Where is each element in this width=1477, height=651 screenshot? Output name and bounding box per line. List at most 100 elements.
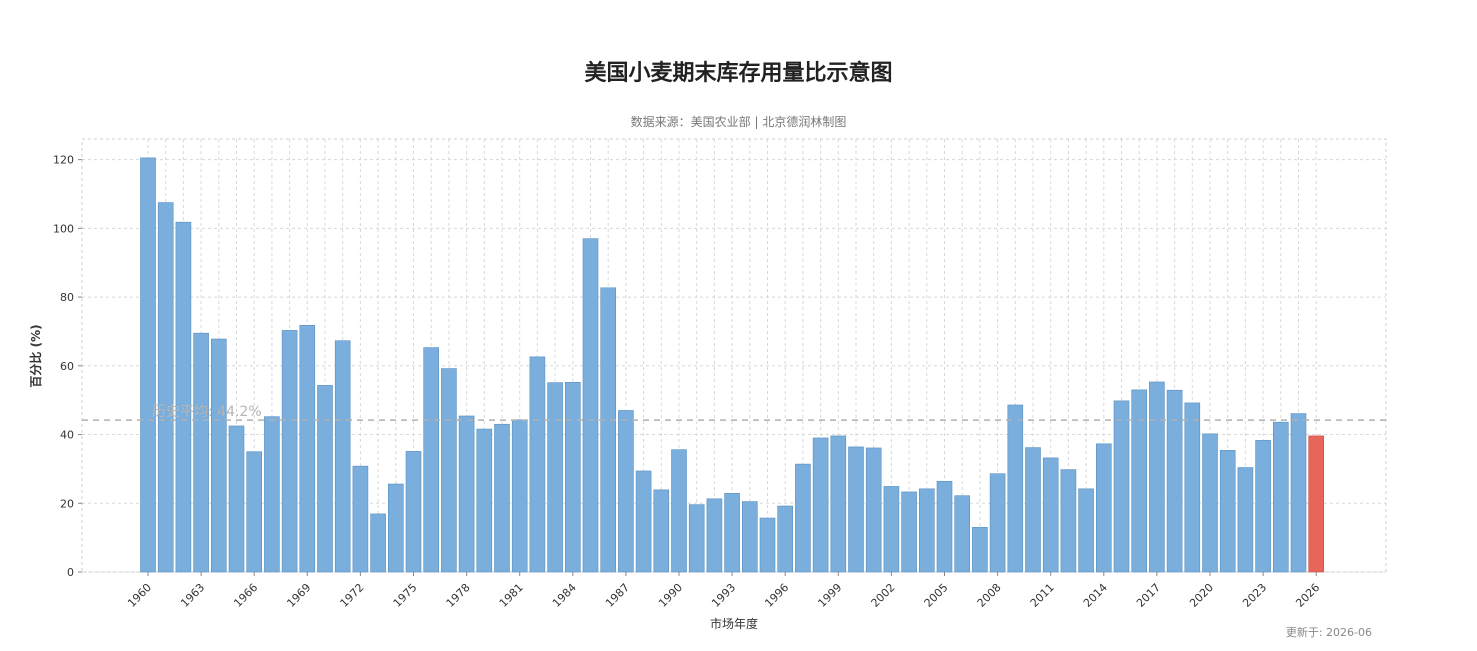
bar-2001 — [865, 447, 882, 573]
x-tick-label: 2026 — [1293, 581, 1322, 610]
bar-1985 — [582, 238, 599, 573]
x-tick-label: 2017 — [1134, 581, 1163, 610]
x-tick-label: 2014 — [1081, 581, 1110, 610]
x-tick-label: 1984 — [550, 581, 579, 610]
x-tick-label: 1966 — [231, 581, 260, 610]
bar-1968 — [281, 330, 298, 573]
bar-1967 — [264, 416, 280, 573]
y-tick-label: 60 — [60, 360, 74, 373]
bar-1990 — [671, 449, 687, 573]
x-tick-label: 1975 — [391, 581, 420, 610]
average-label: 历史平均: 44.2% — [152, 404, 262, 420]
bar-2008 — [989, 473, 1006, 573]
x-tick-label: 2023 — [1240, 581, 1269, 610]
bar-2014 — [1096, 443, 1112, 573]
bar-2022 — [1237, 467, 1254, 573]
update-note: 更新于: 2026-06 — [1285, 626, 1372, 639]
x-tick-label: 1990 — [656, 581, 685, 610]
bar-1960 — [140, 157, 156, 573]
bar-1970 — [317, 385, 333, 573]
bar-1963 — [193, 332, 209, 573]
x-tick-label: 1960 — [125, 581, 154, 610]
y-tick-label: 20 — [60, 497, 74, 510]
bar-1964 — [211, 338, 227, 573]
bar-1987 — [618, 410, 634, 573]
x-tick-label: 2005 — [922, 581, 951, 610]
bar-1995 — [759, 517, 776, 573]
bar-1997 — [795, 463, 811, 573]
bar-2006 — [954, 495, 971, 573]
bar-2013 — [1078, 488, 1094, 573]
bar-1966 — [246, 451, 262, 573]
bar-1977 — [441, 368, 457, 573]
x-tick-label: 1963 — [178, 581, 207, 610]
bar-2005 — [936, 480, 953, 573]
bar-1996 — [777, 505, 794, 573]
bar-2015 — [1113, 400, 1130, 573]
bar-1975 — [405, 451, 422, 573]
bar-1982 — [529, 356, 546, 573]
bar-1991 — [688, 504, 705, 573]
bar-2018 — [1166, 389, 1183, 573]
bar-1965 — [228, 425, 245, 573]
y-tick-label: 40 — [60, 429, 74, 442]
chart-title: 美国小麦期末库存用量比示意图 — [584, 61, 893, 86]
bar-1994 — [741, 501, 758, 573]
y-tick-label: 0 — [67, 566, 74, 579]
y-tick-label: 100 — [53, 222, 74, 235]
bar-1993 — [724, 493, 740, 573]
bar-1973 — [370, 513, 386, 573]
chart-subtitle: 数据来源：美国农业部 | 北京德润林制图 — [630, 115, 847, 129]
bar-1986 — [600, 287, 617, 573]
y-axis: 0 20 40 60 80 100 120 — [53, 154, 82, 579]
x-tick-label: 1972 — [338, 581, 367, 610]
bar-1976 — [423, 347, 440, 573]
bar-2021 — [1219, 450, 1236, 573]
bar-2026 — [1308, 435, 1324, 573]
bar-1972 — [352, 465, 369, 573]
x-tick-label: 1993 — [709, 581, 738, 610]
x-tick-label: 2011 — [1028, 581, 1057, 610]
bar-2025 — [1290, 413, 1307, 573]
x-tick-label: 2020 — [1187, 581, 1216, 610]
bar-1980 — [494, 423, 510, 573]
bar-2020 — [1202, 433, 1218, 573]
x-tick-label: 1978 — [444, 581, 473, 610]
x-tick-label: 1987 — [603, 581, 632, 610]
bar-1998 — [812, 437, 829, 573]
bar-1979 — [476, 428, 493, 573]
bar-2010 — [1025, 447, 1041, 573]
bar-2016 — [1131, 389, 1147, 573]
bar-2009 — [1007, 404, 1024, 573]
bar-2007 — [972, 527, 988, 573]
y-tick-label: 80 — [60, 291, 74, 304]
bar-1988 — [635, 470, 652, 573]
bar-1992 — [706, 498, 723, 573]
bar-1978 — [458, 415, 475, 573]
bar-2003 — [901, 491, 917, 573]
bar-1961 — [157, 202, 174, 573]
x-tick-label: 1996 — [762, 581, 791, 610]
y-tick-label: 120 — [53, 154, 74, 167]
bar-1984 — [564, 382, 581, 573]
x-tick-label: 1969 — [284, 581, 313, 610]
x-tick-label: 1981 — [497, 581, 526, 610]
bar-2017 — [1149, 381, 1165, 573]
x-tick-label: 2008 — [975, 581, 1004, 610]
bar-1971 — [334, 340, 351, 573]
y-axis-title: 百分比 (%) — [28, 324, 43, 387]
x-tick-label: 1999 — [815, 581, 844, 610]
bar-2004 — [918, 488, 935, 573]
bar-2024 — [1273, 421, 1289, 573]
bar-2019 — [1184, 402, 1201, 573]
bar-1962 — [175, 221, 192, 573]
x-tick-label: 2002 — [869, 581, 898, 610]
bar-2002 — [883, 486, 900, 573]
bar-1983 — [547, 382, 563, 573]
bar-1974 — [387, 483, 404, 573]
bar-2011 — [1042, 457, 1059, 573]
bar-1989 — [653, 489, 670, 573]
bar-2000 — [848, 446, 864, 573]
bar-1999 — [830, 435, 847, 573]
bars — [140, 157, 1324, 573]
